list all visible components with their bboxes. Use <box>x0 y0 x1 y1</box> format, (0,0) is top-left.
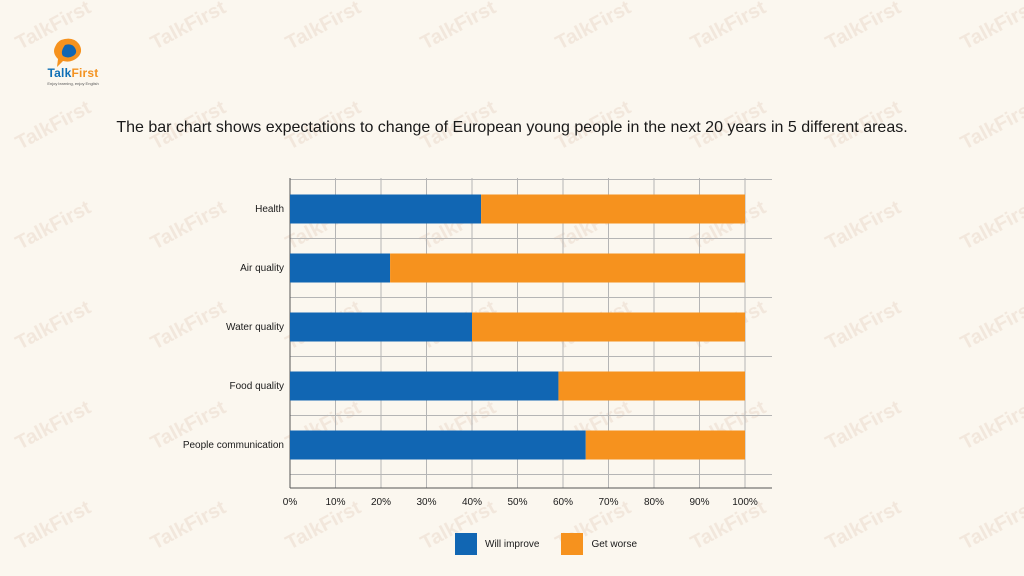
bar-get-worse <box>558 371 745 401</box>
bar-will-improve <box>290 312 472 342</box>
legend-swatch-get-worse <box>561 533 584 555</box>
category-label: Food quality <box>230 381 284 392</box>
bar-get-worse <box>481 194 745 224</box>
x-tick-label: 0% <box>283 497 298 508</box>
chart-legend: Will improve Get worse <box>455 533 659 555</box>
speech-bubble-logo-icon <box>54 38 82 67</box>
legend-label-get-worse: Get worse <box>591 538 638 550</box>
legend-item-will-improve: Will improve <box>455 533 539 555</box>
bar-will-improve <box>290 253 391 283</box>
bar-get-worse <box>390 253 745 283</box>
bar-get-worse <box>585 430 745 460</box>
x-tick-label: 60% <box>553 497 573 508</box>
bar-get-worse <box>472 312 745 342</box>
brand-name-part2: First <box>71 66 99 80</box>
category-label: Health <box>255 204 284 215</box>
x-tick-label: 70% <box>598 497 618 508</box>
bar-will-improve <box>290 371 559 401</box>
category-label: Water quality <box>226 322 284 333</box>
bar-will-improve <box>290 194 482 224</box>
category-label: Air quality <box>240 263 284 274</box>
x-tick-label: 90% <box>689 497 709 508</box>
brand-tagline: Enjoy learning, enjoy English <box>47 81 99 86</box>
chart-title: The bar chart shows expectations to chan… <box>116 119 908 136</box>
brand-name: TalkFirst <box>28 66 118 80</box>
category-label: People communication <box>183 440 284 451</box>
x-tick-label: 100% <box>732 497 758 508</box>
x-tick-label: 10% <box>325 497 345 508</box>
legend-swatch-will-improve <box>455 533 477 555</box>
bar-will-improve <box>290 430 586 460</box>
x-tick-label: 80% <box>644 497 664 508</box>
x-tick-label: 30% <box>416 497 436 508</box>
x-tick-label: 40% <box>462 497 482 508</box>
legend-item-get-worse: Get worse <box>561 533 637 555</box>
brand-logo: TalkFirst Enjoy learning, enjoy English <box>28 36 118 96</box>
x-tick-label: 50% <box>507 497 527 508</box>
brand-name-part1: Talk <box>47 66 72 80</box>
x-tick-label: 20% <box>371 497 391 508</box>
legend-label-will-improve: Will improve <box>485 538 540 550</box>
